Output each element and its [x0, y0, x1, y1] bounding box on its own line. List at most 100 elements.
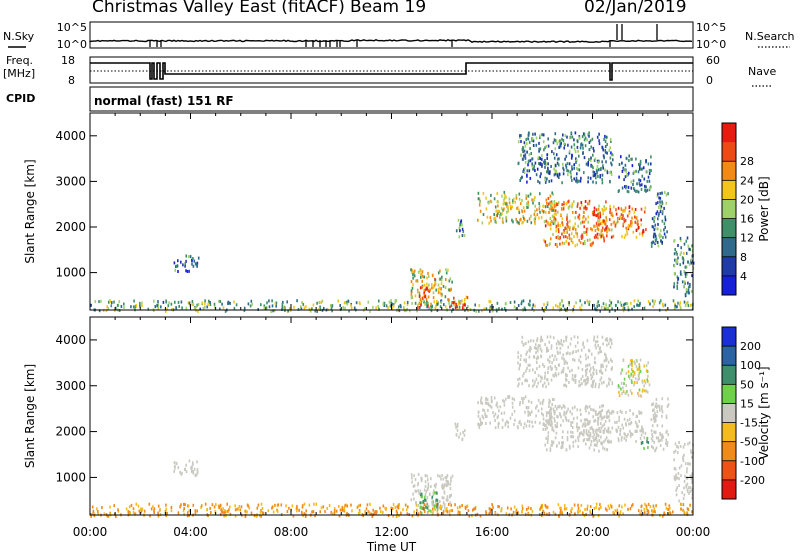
velocity-cell — [680, 464, 683, 468]
power-cell — [552, 192, 554, 196]
velocity-cell — [551, 428, 553, 432]
velocity-cell — [498, 409, 500, 413]
velocity-cell — [535, 343, 537, 347]
velocity-cell — [635, 364, 638, 368]
velocity-cell — [600, 365, 602, 369]
colorbar-segment — [722, 365, 736, 385]
power-cell — [602, 164, 604, 168]
velocity-cell — [407, 505, 409, 509]
power-cell — [548, 207, 551, 211]
velocity-cell — [432, 507, 434, 511]
velocity-cell — [528, 384, 530, 388]
power-cell — [426, 287, 428, 291]
power-cell — [675, 260, 677, 264]
velocity-cell — [550, 378, 553, 382]
power-cell — [566, 216, 568, 220]
power-cell — [562, 162, 564, 166]
velocity-cell — [665, 442, 667, 445]
colorbar-segment — [722, 256, 736, 277]
power-cell — [553, 219, 555, 223]
power-cell — [549, 170, 551, 174]
velocity-cell — [636, 368, 639, 372]
power-cell — [689, 285, 691, 288]
velocity-cell — [261, 511, 264, 515]
power-cell — [659, 207, 662, 211]
velocity-cell — [432, 491, 435, 495]
power-cell — [582, 242, 585, 246]
velocity-cell — [427, 504, 430, 508]
colorbar-tick-label: 12 — [740, 232, 754, 245]
power-cell — [485, 196, 487, 200]
velocity-cell — [663, 511, 665, 515]
velocity-cell — [588, 437, 591, 441]
power-cell — [610, 161, 612, 165]
velocity-cell — [622, 386, 624, 390]
velocity-cell — [495, 403, 498, 407]
power-cell — [629, 224, 631, 228]
velocity-cell — [610, 505, 613, 509]
power-cell — [590, 163, 592, 167]
velocity-cell — [587, 355, 589, 359]
velocity-cell — [548, 411, 550, 415]
power-cell — [451, 280, 453, 284]
power-cell — [517, 221, 520, 225]
velocity-cell — [606, 508, 608, 512]
power-cell — [398, 305, 400, 309]
velocity-cell — [554, 512, 557, 516]
power-cell — [581, 235, 584, 239]
power-cell — [592, 170, 595, 174]
power-cell — [551, 191, 553, 195]
velocity-cell — [448, 495, 451, 499]
velocity-cell — [490, 507, 492, 511]
velocity-cell — [426, 511, 429, 514]
power-cell — [601, 208, 604, 211]
power-cell — [578, 154, 580, 158]
power-cell — [568, 149, 571, 153]
power-cell — [543, 148, 545, 152]
velocity-cell — [93, 512, 95, 516]
power-cell — [406, 300, 409, 304]
velocity-cell — [586, 438, 588, 441]
velocity-cell — [597, 428, 599, 432]
power-cell — [513, 305, 516, 309]
power-cell — [477, 218, 479, 222]
velocity-cell — [428, 509, 430, 513]
velocity-cell — [605, 354, 607, 357]
velocity-cell — [280, 503, 283, 507]
power-cell — [549, 221, 552, 225]
velocity-cell — [656, 404, 659, 408]
power-cell — [375, 306, 377, 310]
velocity-cell — [585, 442, 587, 446]
velocity-cell — [542, 417, 545, 421]
velocity-cell — [223, 511, 225, 515]
power-cell — [513, 300, 516, 304]
velocity-cell — [459, 511, 461, 515]
velocity-cell — [255, 514, 258, 518]
velocity-cell — [592, 366, 594, 369]
power-cell — [445, 271, 448, 275]
power-cell — [559, 224, 561, 227]
velocity-cell — [346, 511, 348, 515]
velocity-cell — [550, 344, 553, 348]
power-cell — [553, 138, 556, 142]
velocity-cell — [659, 444, 662, 447]
power-cell — [523, 306, 526, 310]
nsearch-label: N.Search — [745, 30, 795, 43]
velocity-cell — [661, 405, 663, 409]
power-cell — [182, 263, 184, 267]
power-cell — [592, 174, 595, 178]
power-cell — [642, 230, 644, 233]
velocity-cell — [632, 374, 635, 378]
power-cell — [534, 215, 537, 219]
power-cell — [569, 225, 571, 229]
velocity-cell — [566, 436, 569, 439]
velocity-cell — [622, 426, 625, 430]
power-cell — [557, 227, 560, 231]
velocity-cell — [577, 506, 580, 510]
velocity-cell — [602, 446, 604, 450]
power-cell — [419, 301, 422, 305]
velocity-cell — [308, 503, 311, 507]
velocity-cell — [298, 508, 300, 512]
power-cell — [567, 225, 569, 229]
power-cell — [157, 303, 159, 307]
